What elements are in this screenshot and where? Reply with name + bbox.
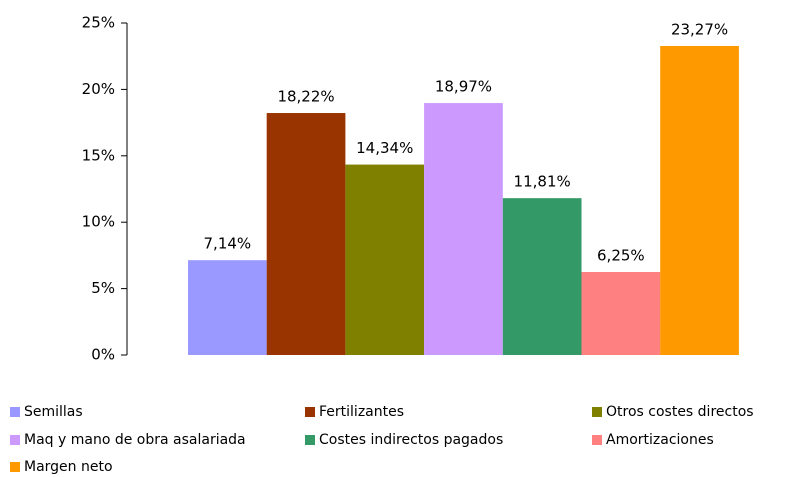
data-label: 14,34%: [356, 139, 413, 157]
legend-swatch: [10, 462, 20, 472]
y-tick-label: 25%: [82, 14, 115, 32]
y-tick-label: 20%: [82, 80, 115, 98]
legend-label: Otros costes directos: [606, 404, 754, 420]
data-label: 18,22%: [277, 88, 334, 106]
legend-swatch: [10, 407, 20, 417]
bar: [660, 45, 739, 356]
legend-label: Costes indirectos pagados: [319, 432, 503, 448]
legend-swatch: [10, 435, 20, 445]
legend-swatch: [305, 407, 315, 417]
data-label: 7,14%: [204, 235, 252, 253]
data-label: 6,25%: [597, 247, 645, 265]
bar: [345, 164, 425, 355]
legend-label: Margen neto: [24, 459, 113, 475]
bar: [502, 198, 582, 355]
y-tick-label: 5%: [91, 279, 115, 297]
legend-swatch: [305, 435, 315, 445]
legend-label: Amortizaciones: [606, 432, 714, 448]
data-label: 23,27%: [671, 20, 728, 38]
bar: [188, 260, 267, 355]
legend-label: Maq y mano de obra asalariada: [24, 432, 246, 448]
y-tick-label: 15%: [82, 146, 115, 164]
legend-swatch: [592, 435, 602, 445]
data-label: 18,97%: [435, 78, 492, 96]
bar: [266, 113, 346, 356]
bar: [581, 272, 661, 355]
legend-label: Fertilizantes: [319, 404, 404, 420]
y-tick-label: 10%: [82, 213, 115, 231]
legend-label: Semillas: [24, 404, 83, 420]
y-tick-label: 0%: [91, 346, 115, 364]
legend-swatch: [592, 407, 602, 417]
data-label: 11,81%: [514, 173, 571, 191]
bar: [424, 103, 503, 355]
